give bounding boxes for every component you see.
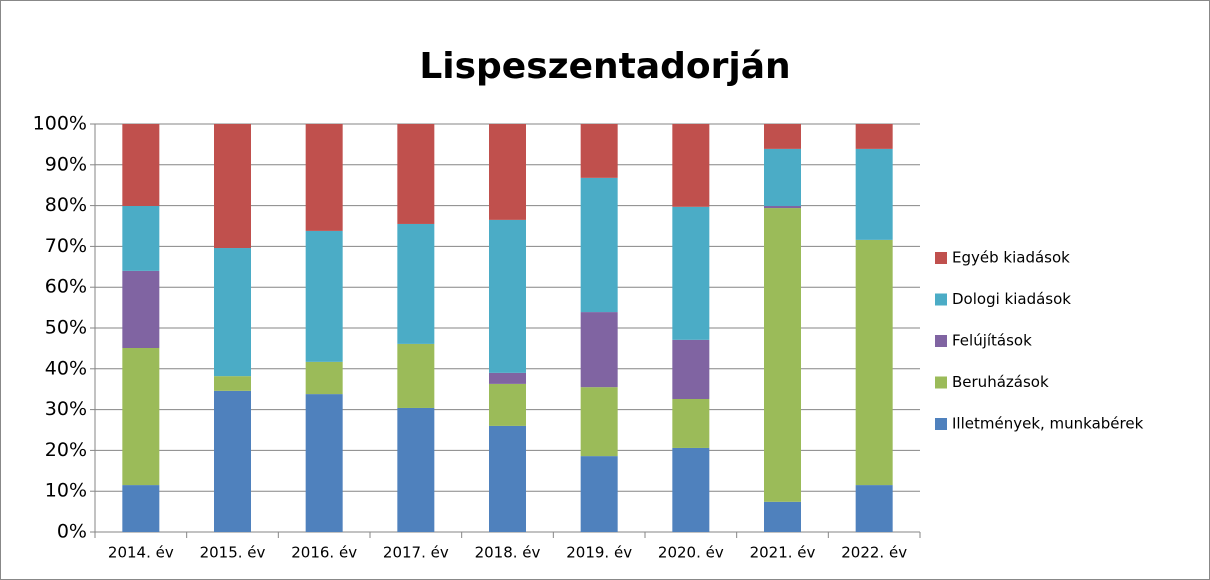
bar-segment xyxy=(214,124,251,249)
x-tick-label: 2015. év xyxy=(200,544,266,562)
bar-segment xyxy=(580,456,618,532)
bar-segment xyxy=(122,206,160,271)
bar-segment xyxy=(122,485,160,532)
bar-segment xyxy=(397,407,435,532)
legend-label: Egyéb kiadások xyxy=(952,249,1070,267)
bar-segment xyxy=(489,372,526,384)
bar-segment xyxy=(672,447,710,532)
y-tick-label: 40% xyxy=(45,357,87,379)
legend-label: Illetmények, munkabérek xyxy=(952,415,1144,433)
bar-segment xyxy=(764,206,801,209)
bar-segment xyxy=(305,230,343,362)
legend-label: Dologi kiadások xyxy=(952,290,1071,308)
bar-segment xyxy=(489,425,526,532)
bar-segment xyxy=(122,270,160,348)
bar-segment xyxy=(672,206,710,340)
bar-segment xyxy=(764,124,801,149)
bar-segment xyxy=(397,124,435,224)
bar-segment xyxy=(855,124,893,149)
bar-segment xyxy=(672,339,710,399)
x-tick-label: 2018. év xyxy=(475,544,541,562)
bar-segment xyxy=(672,124,710,207)
y-tick-label: 0% xyxy=(57,521,87,543)
bar-segment xyxy=(214,390,251,532)
bar-segment xyxy=(580,124,618,178)
y-tick-label: 20% xyxy=(45,439,87,461)
x-tick-label: 2016. év xyxy=(291,544,357,562)
bar-segment xyxy=(855,148,893,240)
y-tick-label: 90% xyxy=(45,153,87,175)
bar-segment xyxy=(489,219,526,373)
legend-swatch xyxy=(935,335,947,347)
legend-swatch xyxy=(935,293,947,306)
y-tick-label: 100% xyxy=(33,113,87,135)
y-tick-label: 30% xyxy=(45,398,87,420)
bar-segment xyxy=(122,124,160,207)
bar-segment xyxy=(214,248,251,377)
bar-segment xyxy=(672,398,710,448)
x-tick-label: 2014. év xyxy=(108,544,174,562)
bar-segment xyxy=(580,177,618,313)
x-tick-label: 2017. év xyxy=(383,544,449,562)
y-tick-label: 60% xyxy=(45,276,87,298)
bar-segment xyxy=(489,124,526,220)
y-tick-label: 50% xyxy=(45,317,87,339)
y-tick-label: 70% xyxy=(45,235,87,257)
x-tick-label: 2021. év xyxy=(750,544,816,562)
bar-segment xyxy=(305,124,343,231)
bar-segment xyxy=(764,501,801,532)
bar-segment xyxy=(580,312,618,388)
y-tick-label: 80% xyxy=(45,194,87,216)
legend-swatch xyxy=(935,418,947,430)
bar-segment xyxy=(855,485,893,532)
bar-segment xyxy=(122,347,160,486)
bar-segment xyxy=(214,376,251,391)
legend-swatch xyxy=(935,376,947,389)
x-tick-label: 2019. év xyxy=(566,544,632,562)
legend-label: Felújítások xyxy=(952,332,1032,350)
bar-segment xyxy=(855,239,893,486)
y-tick-label: 10% xyxy=(45,480,87,502)
bar-segment xyxy=(305,394,343,532)
bar-segment xyxy=(397,223,435,344)
bar-segment xyxy=(489,383,526,426)
legend-label: Beruházások xyxy=(952,373,1049,391)
x-tick-label: 2020. év xyxy=(658,544,724,562)
bar-segment xyxy=(580,387,618,457)
bar-segment xyxy=(397,343,435,408)
bar-segment xyxy=(305,361,343,395)
legend-swatch xyxy=(935,252,947,264)
chart-title: Lispeszentadorján xyxy=(419,46,790,87)
x-tick-label: 2022. év xyxy=(841,544,907,562)
bar-segment xyxy=(764,148,801,207)
bar-segment xyxy=(764,208,801,502)
